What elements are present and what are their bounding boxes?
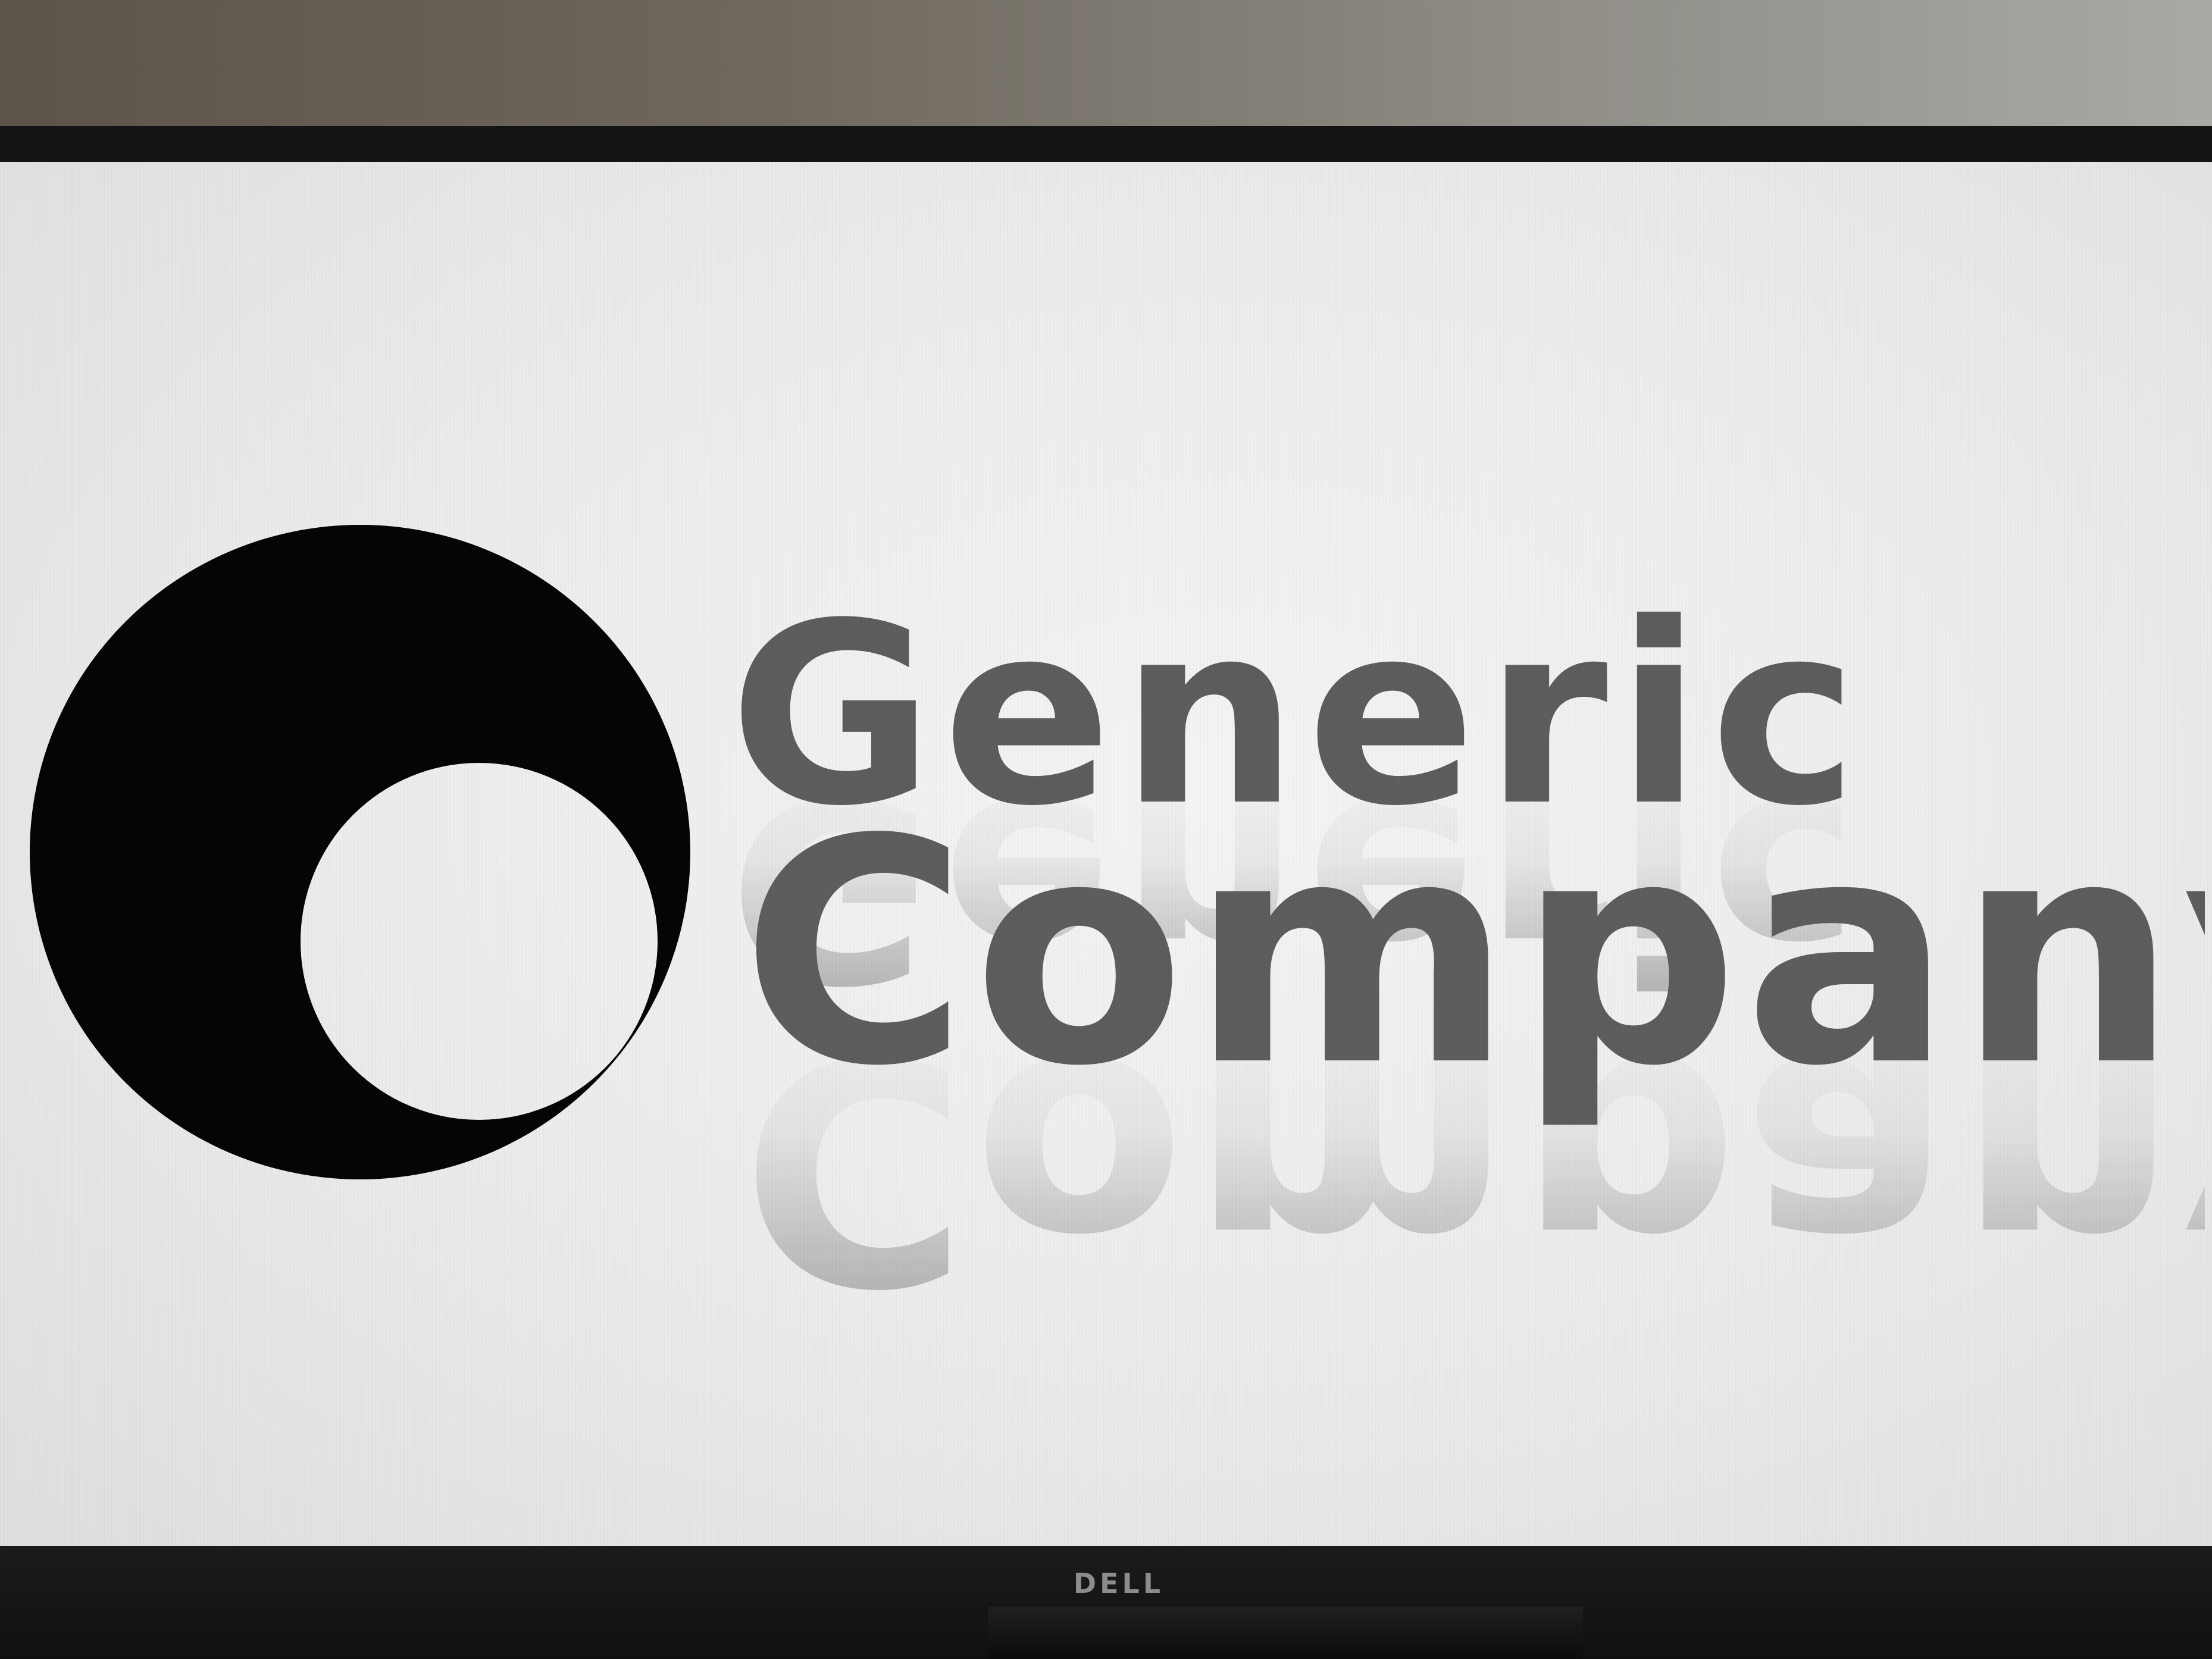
company-wordmark: Generic Generic Company Company: [729, 596, 2205, 1348]
company-name-line-2-reflection: Company: [741, 987, 2205, 1348]
crescent-circle-logo-icon: [30, 525, 690, 1179]
monitor-stand: [988, 1607, 1583, 1659]
monitor-screen: Generic Generic Company Company: [0, 162, 2212, 1546]
company-name-line-1-reflection: Generic: [729, 742, 1867, 1033]
company-name-line-2: Company: [741, 773, 2205, 1134]
company-name-line-1: Generic: [729, 596, 1867, 861]
monitor-brand-logo: DELL: [1073, 1567, 1165, 1599]
background-wall: [0, 0, 2212, 137]
